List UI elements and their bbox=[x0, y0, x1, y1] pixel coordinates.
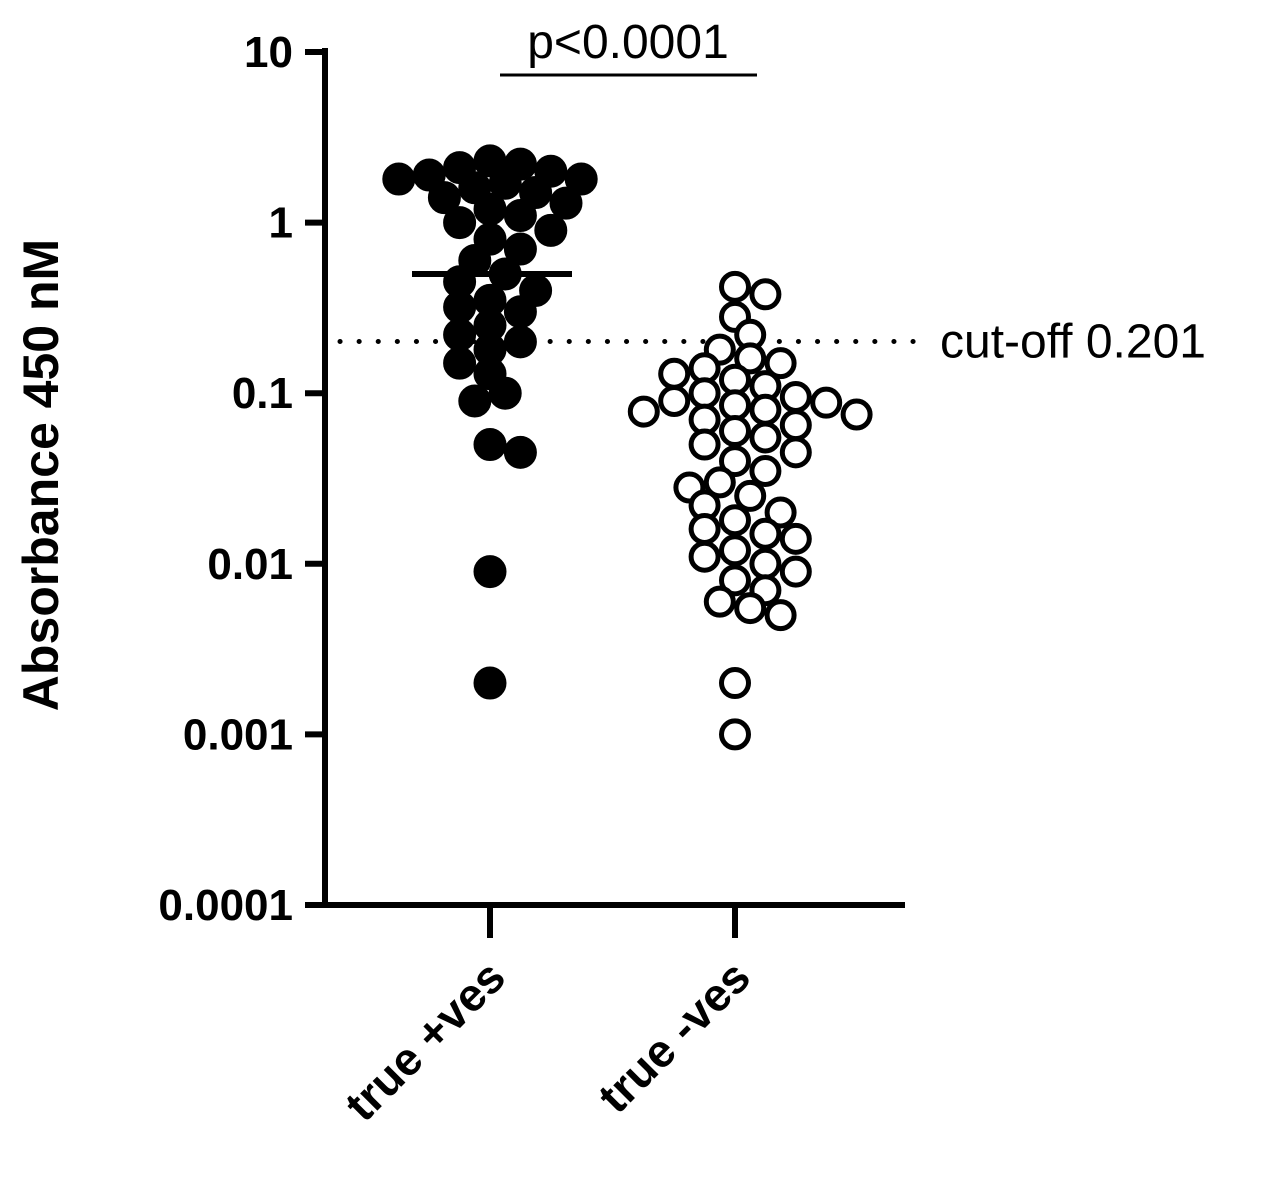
negative-data-point bbox=[749, 547, 782, 580]
y-tick-label: 10 bbox=[244, 28, 293, 77]
negative-data-point bbox=[779, 381, 812, 414]
y-tick-label: 0.0001 bbox=[158, 881, 293, 930]
negative-data-point bbox=[719, 445, 751, 478]
positive-data-point bbox=[503, 232, 537, 266]
positive-data-point bbox=[503, 295, 537, 329]
positive-data-point bbox=[503, 325, 537, 359]
negative-data-point bbox=[810, 386, 843, 419]
x-axis: true +ves true -ves bbox=[322, 902, 905, 1131]
negative-data-point bbox=[764, 496, 797, 529]
negative-data-point bbox=[658, 357, 691, 390]
negative-data-point bbox=[658, 385, 691, 418]
x-category-label: true +ves bbox=[335, 950, 516, 1131]
positive-data-point bbox=[519, 176, 553, 210]
positive-data-point bbox=[443, 206, 477, 240]
cutoff-group: cut-off 0.201 bbox=[337, 315, 1206, 368]
cutoff-label: cut-off 0.201 bbox=[940, 315, 1206, 368]
negative-data-point bbox=[779, 409, 812, 442]
negative-data-point bbox=[627, 395, 660, 428]
negative-data-point bbox=[749, 454, 782, 487]
positive-data-point bbox=[503, 199, 537, 233]
negative-data-point bbox=[779, 555, 812, 588]
negative-data-point bbox=[703, 585, 736, 618]
y-tick-label: 0.1 bbox=[232, 369, 293, 418]
negative-data-point bbox=[734, 342, 767, 375]
y-tick-label: 0.01 bbox=[207, 540, 293, 589]
negative-data-point bbox=[749, 517, 782, 550]
y-tick-label: 1 bbox=[269, 199, 293, 248]
positive-data-point bbox=[443, 318, 477, 352]
x-category-label: true -ves bbox=[588, 950, 760, 1122]
positive-data-point bbox=[382, 162, 416, 196]
positive-data-point bbox=[534, 213, 568, 247]
negative-data-point bbox=[840, 398, 873, 431]
positive-data-point bbox=[473, 555, 507, 589]
negative-data-point bbox=[749, 278, 782, 311]
p-value-label: p<0.0001 bbox=[527, 16, 729, 69]
negative-data-point bbox=[779, 522, 812, 555]
annotations: p<0.0001 bbox=[500, 16, 757, 77]
positive-data-point bbox=[488, 376, 522, 410]
negative-data-point bbox=[719, 718, 751, 751]
negative-data-point bbox=[734, 479, 767, 512]
negative-data-point bbox=[764, 347, 797, 380]
negative-data-point bbox=[719, 667, 751, 700]
positive-data-point bbox=[427, 181, 461, 215]
negative-data-point bbox=[764, 599, 797, 632]
negative-data-point bbox=[719, 534, 751, 567]
positive-data-point bbox=[473, 666, 507, 700]
y-tick-label: 0.001 bbox=[183, 710, 293, 759]
positive-data-point bbox=[549, 186, 583, 220]
negative-data-point bbox=[719, 415, 751, 448]
positive-data-point bbox=[564, 162, 598, 196]
negative-data-point bbox=[688, 428, 721, 461]
negative-data-point bbox=[719, 504, 751, 537]
positive-data-point bbox=[473, 192, 507, 226]
negative-data-point bbox=[749, 421, 782, 454]
negative-data-point bbox=[749, 393, 782, 426]
negative-data-point bbox=[734, 592, 767, 625]
positive-data-point bbox=[443, 346, 477, 380]
y-axis-title: Absorbance 450 nM bbox=[13, 239, 69, 711]
negative-data-point bbox=[688, 540, 721, 573]
positive-data-point bbox=[443, 290, 477, 324]
positive-data-point bbox=[458, 384, 492, 418]
negative-data-point bbox=[719, 270, 751, 303]
data-points bbox=[382, 144, 873, 751]
negative-data-point bbox=[719, 363, 751, 396]
negative-data-point bbox=[688, 377, 721, 410]
positive-data-point bbox=[473, 428, 507, 462]
negative-data-point bbox=[688, 512, 721, 545]
positive-data-point bbox=[503, 435, 537, 469]
negative-data-point bbox=[703, 466, 736, 499]
negative-data-point bbox=[779, 436, 812, 469]
negative-data-point bbox=[719, 389, 751, 422]
y-axis: 10 1 0.1 0.01 0.001 0.0001 bbox=[158, 28, 328, 930]
negative-data-point bbox=[719, 564, 751, 597]
